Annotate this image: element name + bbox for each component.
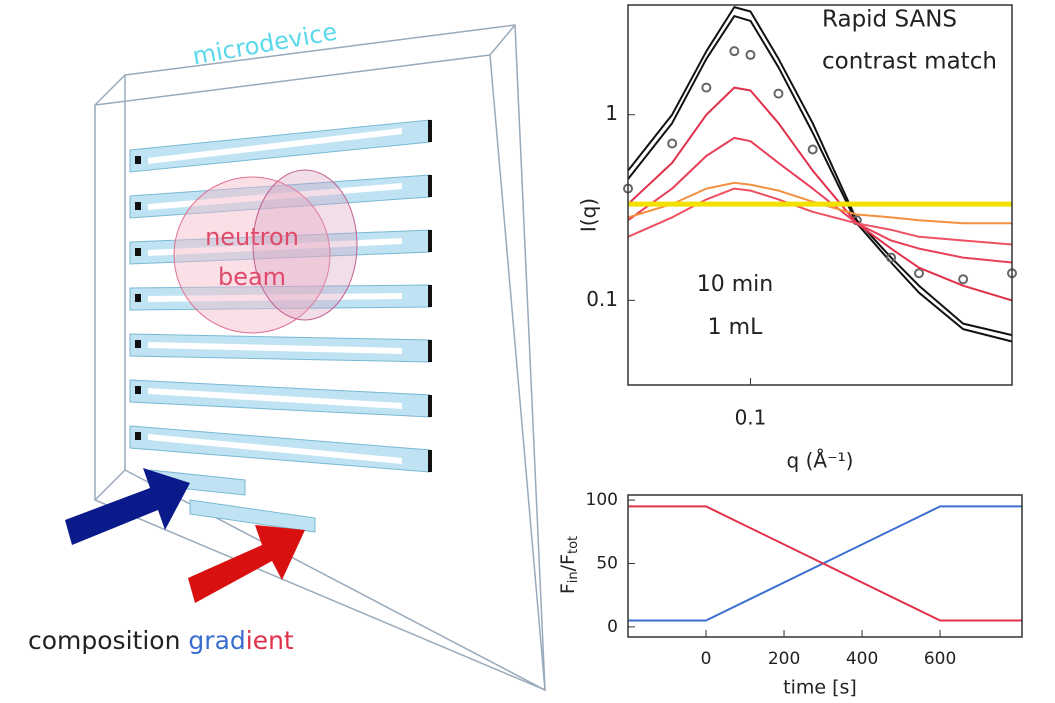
- inlet-channel: [189, 499, 316, 533]
- series-line: [627, 15, 1013, 343]
- channel-port: [135, 294, 141, 302]
- x-axis-label: time [s]: [783, 677, 857, 699]
- box-back: [124, 24, 546, 692]
- series-line: [627, 181, 1012, 225]
- y-tick-label: 1: [605, 101, 618, 125]
- gradient-word: composition: [28, 626, 180, 655]
- channel-slot: [148, 434, 402, 464]
- y-label-part: in: [566, 571, 581, 583]
- beam-circle: [252, 169, 358, 321]
- data-point: [914, 268, 925, 279]
- data-point: [745, 49, 756, 60]
- beam-circle: [173, 176, 331, 334]
- y-tick-label: 0.1: [586, 287, 618, 311]
- red-arrow: [188, 525, 305, 603]
- data-point: [807, 144, 818, 155]
- channel-port: [135, 202, 141, 210]
- channel-slot: [148, 238, 402, 256]
- y-label-part: tot: [566, 536, 581, 554]
- blue-arrow: [65, 468, 190, 545]
- x-tick-label: 0.1: [735, 406, 767, 430]
- beam-label: beam: [218, 263, 286, 291]
- x-tick-label: 400: [846, 649, 878, 669]
- box-edge: [94, 74, 126, 106]
- series-line: [628, 505, 1022, 622]
- channels: [129, 119, 432, 533]
- device-box: [94, 24, 546, 692]
- annotation: Rapid SANS: [822, 7, 957, 33]
- channel-slot: [148, 293, 402, 302]
- annotation: 10 min: [697, 272, 773, 297]
- y-tick-label: 0: [607, 617, 618, 637]
- data-point: [729, 46, 740, 57]
- series-line: [627, 136, 1013, 264]
- y-tick-label: 100: [586, 490, 618, 510]
- data-point: [958, 274, 969, 285]
- y-label-part: /F: [557, 554, 579, 571]
- annotation: 1 mL: [708, 315, 763, 340]
- channel-port: [135, 432, 141, 440]
- beam-label: neutron: [205, 223, 299, 251]
- channel-port: [135, 248, 141, 256]
- channel-slot: [148, 128, 402, 164]
- box-label: microdevice: [190, 18, 339, 71]
- box-edge: [489, 24, 516, 56]
- x-tick-label: 0: [701, 649, 712, 669]
- channel-port: [135, 386, 141, 394]
- y-tick-label: 50: [596, 553, 618, 573]
- annotation: contrast match: [822, 49, 997, 75]
- x-axis-label: q (Å⁻¹): [787, 449, 854, 473]
- x-tick-label: 600: [924, 649, 956, 669]
- series-line: [627, 6, 1013, 337]
- channel-port: [135, 340, 141, 348]
- box-edge: [94, 469, 126, 501]
- data-point: [773, 88, 784, 99]
- channel-slot: [148, 388, 402, 409]
- data-point: [701, 82, 712, 93]
- data-point: [886, 252, 897, 263]
- channel-slot: [148, 183, 402, 210]
- gradient-label: composition gradient: [28, 626, 294, 655]
- gradient-word: ient: [246, 626, 294, 655]
- y-axis-label: I(q): [577, 198, 601, 232]
- plot-frame: [627, 494, 1023, 638]
- gradient-word: grad: [188, 626, 245, 655]
- y-axis-label: Fin/Ftot: [557, 536, 581, 594]
- y-label-part: F: [557, 583, 579, 594]
- x-tick-label: 200: [768, 649, 800, 669]
- plot-frame: [627, 4, 1013, 386]
- channel-port: [135, 156, 141, 164]
- data-point: [667, 138, 678, 149]
- series-line: [627, 86, 1013, 302]
- channel-slot: [148, 342, 402, 354]
